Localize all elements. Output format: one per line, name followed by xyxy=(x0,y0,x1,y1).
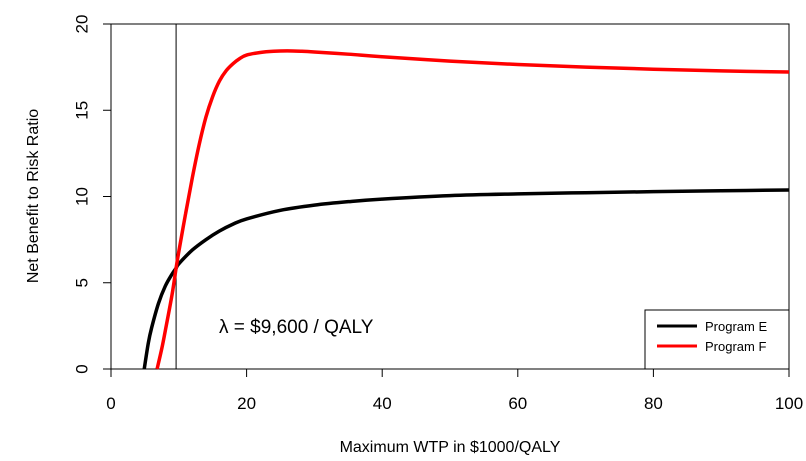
x-axis: 0 20 40 60 80 100 xyxy=(106,369,803,413)
y-axis-label: Net Benefit to Risk Ratio xyxy=(25,109,42,283)
y-axis: 0 5 10 15 20 xyxy=(72,15,111,374)
x-tick-label-60: 60 xyxy=(508,394,527,413)
x-axis-label: Maximum WTP in $1000/QALY xyxy=(340,439,561,456)
y-tick-label-20: 20 xyxy=(72,15,91,34)
x-tick-label-20: 20 xyxy=(237,394,256,413)
y-tick-label-5: 5 xyxy=(72,278,91,287)
legend-label-program-e: Program E xyxy=(705,319,767,334)
legend-label-program-f: Program F xyxy=(705,339,766,354)
series-line-program-e xyxy=(142,188,790,370)
x-tick-label-100: 100 xyxy=(775,394,803,413)
x-tick-label-0: 0 xyxy=(106,394,115,413)
series-group xyxy=(142,49,790,370)
series-line-program-f xyxy=(155,49,790,370)
x-tick-label-40: 40 xyxy=(373,394,392,413)
y-tick-label-15: 15 xyxy=(72,101,91,120)
y-tick-label-10: 10 xyxy=(72,187,91,206)
y-tick-label-0: 0 xyxy=(72,364,91,373)
legend-box xyxy=(644,309,790,370)
x-tick-label-80: 80 xyxy=(644,394,663,413)
lambda-annotation: λ = $9,600 / QALY xyxy=(219,317,374,338)
legend: Program E Program F xyxy=(644,309,790,370)
